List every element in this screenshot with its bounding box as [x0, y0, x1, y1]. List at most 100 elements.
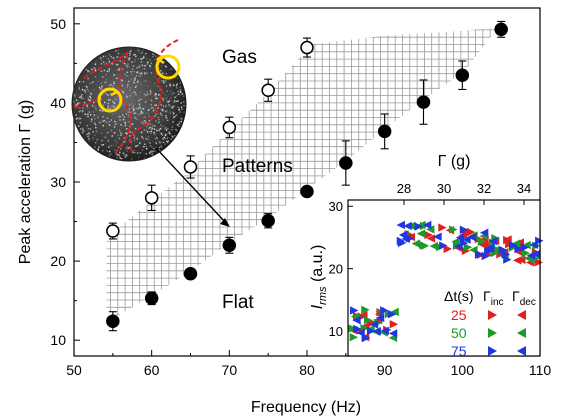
- speckle-dot: [133, 139, 135, 142]
- speckle-dot: [160, 113, 162, 115]
- speckle-dot: [128, 147, 130, 149]
- speckle-dot: [149, 59, 151, 61]
- speckle-dot: [85, 85, 88, 88]
- speckle-dot: [108, 146, 110, 148]
- speckle-dot: [81, 127, 83, 129]
- speckle-dot: [165, 117, 167, 119]
- speckle-dot: [135, 55, 137, 58]
- speckle-dot: [102, 105, 104, 107]
- speckle-dot: [98, 86, 101, 89]
- speckle-dot: [175, 100, 178, 103]
- speckle-dot: [148, 131, 151, 133]
- speckle-dot: [141, 149, 144, 151]
- speckle-dot: [119, 116, 121, 118]
- speckle-dot: [97, 149, 99, 151]
- speckle-dot: [73, 100, 75, 103]
- speckle-dot: [100, 88, 102, 90]
- speckle-dot: [86, 93, 88, 96]
- speckle-dot: [131, 73, 133, 76]
- inset-frame-overlay: [347, 199, 541, 357]
- speckle-dot: [89, 133, 91, 135]
- decreasing-marker: [511, 239, 521, 248]
- speckle-dot: [173, 116, 176, 118]
- speckle-dot: [79, 110, 82, 112]
- legend-dt-50: 50: [451, 325, 467, 341]
- speckle-dot: [108, 155, 111, 157]
- speckle-dot: [174, 96, 176, 98]
- speckle-dot: [124, 125, 126, 127]
- speckle-dot: [166, 99, 169, 101]
- speckle-dot: [121, 79, 123, 82]
- speckle-dot: [129, 52, 131, 55]
- speckle-dot: [78, 94, 80, 97]
- speckle-dot: [147, 85, 149, 87]
- speckle-dot: [149, 145, 152, 147]
- speckle-dot: [76, 117, 79, 119]
- decreasing-marker: [375, 313, 385, 323]
- speckle-dot: [162, 110, 164, 112]
- pointer-arrow: [155, 147, 230, 227]
- speckle-dot: [86, 133, 88, 136]
- y-tick-label: 40: [50, 95, 66, 111]
- speckle-dot: [177, 100, 179, 102]
- yellow-swirl-arrow: [110, 87, 120, 97]
- speckle-dot: [152, 123, 154, 126]
- speckle-dot: [127, 75, 129, 77]
- speckle-dot: [162, 79, 165, 82]
- speckle-dot: [168, 131, 170, 134]
- speckle-dot: [115, 77, 117, 80]
- speckle-dot: [101, 139, 103, 142]
- speckle-dot: [102, 56, 104, 59]
- speckle-dot: [135, 75, 138, 77]
- speckle-dot: [116, 104, 118, 106]
- speckle-dot: [92, 104, 95, 107]
- speckle-dot: [143, 121, 145, 123]
- yellow-swirl-circle: [97, 87, 123, 113]
- speckle-dot: [79, 128, 82, 130]
- speckle-dot: [161, 108, 163, 110]
- speckle-dot: [122, 91, 125, 94]
- speckle-dot: [142, 120, 144, 123]
- speckle-dot: [103, 63, 105, 65]
- speckle-dot: [136, 55, 138, 57]
- speckle-dot: [181, 108, 183, 110]
- increasing-marker: [438, 223, 447, 232]
- speckle-dot: [139, 72, 142, 74]
- speckle-dot: [140, 112, 142, 115]
- speckle-dot: [112, 144, 115, 147]
- speckle-dot: [158, 93, 160, 96]
- speckle-dot: [140, 98, 142, 100]
- speckle-dot: [142, 68, 145, 70]
- speckle-dot: [166, 140, 168, 143]
- speckle-dot: [140, 58, 142, 60]
- speckle-dot: [180, 91, 182, 93]
- speckle-dot: [119, 151, 121, 154]
- speckle-dot: [166, 117, 168, 119]
- speckle-dot: [79, 122, 82, 124]
- y-tick-label: 10: [50, 332, 66, 348]
- speckle-dot: [109, 107, 111, 110]
- speckle-dot: [180, 106, 183, 108]
- speckle-dot: [146, 131, 149, 133]
- speckle-dot: [146, 117, 148, 120]
- speckle-dot: [171, 128, 173, 131]
- speckle-dot: [150, 130, 153, 133]
- speckle-dot: [95, 100, 97, 102]
- speckle-dot: [144, 105, 146, 108]
- speckle-dot: [137, 80, 139, 82]
- increasing-marker: [463, 243, 473, 252]
- speckle-dot: [112, 64, 114, 66]
- speckle-dot: [157, 85, 159, 87]
- speckle-dot: [86, 86, 88, 88]
- speckle-dot: [131, 131, 134, 134]
- speckle-dot: [115, 123, 117, 125]
- speckle-dot: [180, 123, 182, 125]
- speckle-dot: [122, 118, 125, 121]
- speckle-dot: [145, 100, 147, 103]
- inset-y-tick-label: 10: [329, 324, 343, 339]
- region-label-gas: Gas: [222, 47, 257, 68]
- speckle-dot: [78, 102, 81, 104]
- speckle-dot: [82, 80, 85, 83]
- decreasing-marker: [369, 320, 379, 329]
- red-dashed-boundary: [115, 51, 132, 153]
